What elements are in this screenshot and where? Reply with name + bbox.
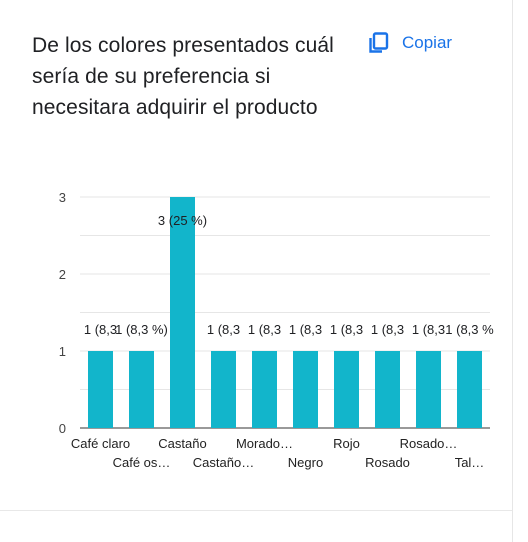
bar — [293, 351, 318, 428]
bar — [375, 351, 400, 428]
x-tick-label: Morado… — [236, 436, 293, 451]
y-tick-label: 1 — [59, 344, 66, 359]
x-tick-label: Café os… — [113, 455, 171, 470]
x-tick-label: Rosado — [365, 455, 410, 470]
bar — [129, 351, 154, 428]
copy-label: Copiar — [402, 33, 453, 52]
data-label: 1 (8,3 — [371, 322, 404, 337]
bar — [252, 351, 277, 428]
copy-icon — [368, 32, 390, 54]
data-label: 1 (8,3 — [330, 322, 363, 337]
y-tick-label: 2 — [59, 267, 66, 282]
bar — [416, 351, 441, 428]
question-card: De los colores presentados cuál sería de… — [0, 28, 512, 511]
data-label: 1 (8,3 — [412, 322, 445, 337]
y-tick-label: 3 — [59, 190, 66, 205]
bar — [170, 197, 195, 428]
bar — [334, 351, 359, 428]
data-label: 1 (8,3 — [289, 322, 322, 337]
bar — [88, 351, 113, 428]
data-label: 1 (8,3 % — [445, 322, 494, 337]
x-tick-label: Rojo — [333, 436, 360, 451]
data-label: 1 (8,3 %) — [115, 322, 168, 337]
x-tick-label: Castaño… — [193, 455, 254, 470]
question-title: De los colores presentados cuál sería de… — [32, 34, 334, 119]
y-tick-label: 0 — [59, 421, 66, 436]
bar — [457, 351, 482, 428]
x-tick-label: Café claro — [71, 436, 130, 451]
data-label: 1 (8,3 — [248, 322, 281, 337]
data-label: 1 (8,3 — [207, 322, 240, 337]
x-tick-label: Tal… — [455, 455, 485, 470]
bar — [211, 351, 236, 428]
x-tick-label: Negro — [288, 455, 323, 470]
x-tick-label: Rosado… — [400, 436, 458, 451]
card-edge — [512, 0, 513, 542]
x-tick-label: Castaño — [158, 436, 206, 451]
data-label: 3 (25 %) — [158, 213, 207, 228]
data-label: 1 (8,3 — [84, 322, 117, 337]
bottom-divider — [0, 510, 512, 511]
copy-button[interactable]: Copiar — [368, 28, 452, 58]
